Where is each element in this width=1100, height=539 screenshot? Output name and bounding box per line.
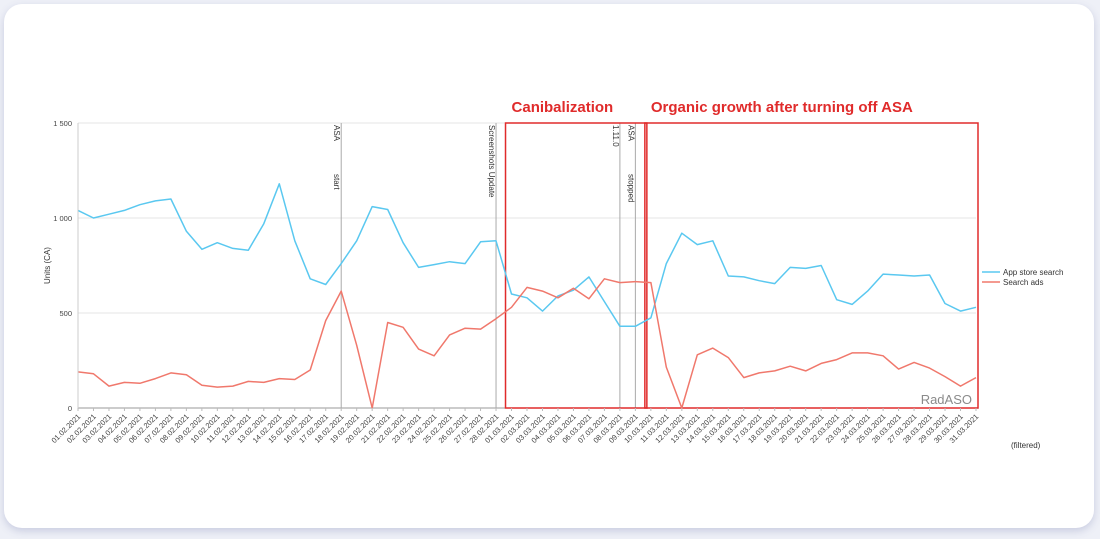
marker-label: 1.11.0 <box>611 125 620 147</box>
annotation-box <box>644 122 979 409</box>
watermark: RadASO <box>921 392 972 407</box>
line-chart: ASA start Screenshots Update ASA stopped 1.11… <box>43 99 1063 450</box>
marker-label: Screenshots Update <box>487 125 496 198</box>
y-tick-label: 1 500 <box>53 119 72 128</box>
annotation-title: Canibalization <box>512 99 614 116</box>
y-tick-label: 500 <box>59 309 72 318</box>
vertical-markers: ASA start Screenshots Update ASA stopped 1.11… <box>332 123 636 408</box>
filtered-note: (filtered) <box>1011 441 1041 450</box>
y-axis: 0 500 1 000 1 500 <box>53 119 79 413</box>
grid-lines <box>78 122 976 409</box>
x-axis: 01.02.202102.02.202103.02.202104.02.2021… <box>50 408 980 445</box>
annotation-title: Organic growth after turning off ASA <box>651 99 913 116</box>
series-line <box>77 278 977 409</box>
annotation-boxes: Canibalization Organic growth after turni… <box>504 99 979 409</box>
legend-label: Search ads <box>1003 278 1043 287</box>
annotation-box <box>504 122 648 409</box>
y-tick-label: 0 <box>68 404 72 413</box>
marker-label: ASA <box>626 125 635 142</box>
series-line <box>77 183 977 328</box>
marker-label: stopped <box>626 174 635 202</box>
y-tick-label: 1 000 <box>53 214 72 223</box>
series-lines <box>77 183 977 409</box>
marker-label: ASA <box>332 125 341 142</box>
chart-card: ASA start Screenshots Update ASA stopped 1.11… <box>4 4 1094 528</box>
marker-label: start <box>332 174 341 190</box>
legend-label: App store search <box>1003 268 1063 277</box>
y-axis-label: Units (CA) <box>43 247 52 284</box>
